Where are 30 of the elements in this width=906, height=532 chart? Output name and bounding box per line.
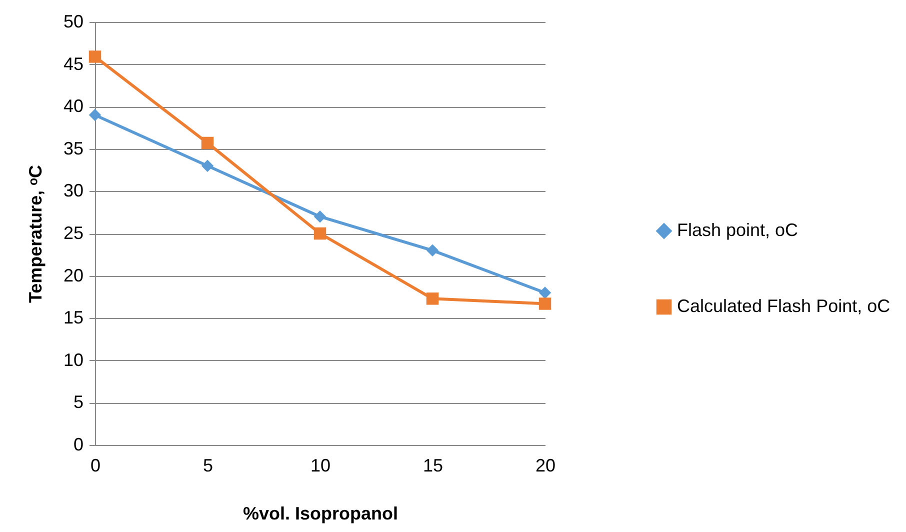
point [538, 286, 552, 299]
y-tick-label: 20 [63, 265, 84, 286]
point [88, 50, 102, 63]
x-tick-label: 0 [90, 456, 101, 476]
x-tick-label: 15 [422, 456, 444, 476]
x-tick-label: 20 [535, 456, 556, 476]
y-tick-label: 40 [63, 96, 84, 116]
y-tick-label: 45 [63, 54, 84, 74]
y-tick-label: 0 [73, 434, 84, 454]
legend-label: Calculated Flash Point, oC [677, 296, 890, 316]
point [201, 136, 214, 150]
y-tick-label: 15 [63, 308, 84, 328]
y-tick-label: 10 [63, 350, 84, 370]
y-tick-label: 35 [63, 138, 84, 158]
point [426, 244, 439, 257]
y-tick-label: 50 [63, 12, 84, 32]
y-tick-label: 25 [63, 223, 84, 243]
point [201, 160, 214, 172]
y-axis-title: Temperature, ᵒC [25, 164, 46, 304]
y-tick-label: 30 [63, 180, 84, 201]
point [314, 210, 326, 223]
x-tick-label: 5 [202, 456, 214, 476]
x-tick-label: 10 [310, 456, 331, 476]
point [314, 227, 326, 240]
point [88, 108, 102, 122]
point [538, 298, 552, 310]
y-tick-label: 5 [73, 392, 84, 412]
point [426, 292, 439, 305]
legend-label: Flash point, oC [677, 220, 798, 240]
x-axis-title: %vol. Isopropanol [242, 504, 398, 524]
